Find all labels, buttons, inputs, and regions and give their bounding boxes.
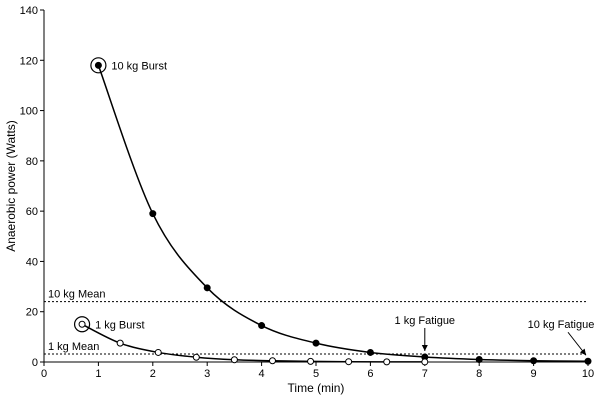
data-point <box>192 353 200 361</box>
data-point <box>307 357 315 365</box>
x-tick-label: 0 <box>41 368 47 380</box>
reference-lines: 10 kg Mean 1 kg Mean <box>44 289 588 355</box>
y-tick-label: 80 <box>26 156 38 168</box>
fatigue-arrow-head <box>421 344 428 351</box>
y-tick-label: 140 <box>20 5 38 17</box>
fatigue-arrow-head <box>579 348 586 356</box>
data-point <box>383 358 391 366</box>
data-point <box>366 348 374 356</box>
markers <box>78 61 592 366</box>
data-point <box>530 357 538 365</box>
reference-line-label: 10 kg Mean <box>48 289 105 301</box>
data-point <box>258 322 266 330</box>
x-tick-label: 3 <box>204 368 210 380</box>
x-tick-label: 8 <box>476 368 482 380</box>
y-tick-label: 100 <box>20 106 38 118</box>
series-line <box>81 323 425 363</box>
y-tick-label: 60 <box>26 206 38 218</box>
data-point <box>78 320 86 328</box>
x-tick-label: 1 <box>95 368 101 380</box>
burst-ring <box>73 316 91 333</box>
data-point <box>203 284 211 292</box>
burst-label: 10 kg Burst <box>111 60 167 72</box>
x-tick-label: 2 <box>150 368 156 380</box>
data-point <box>230 356 238 364</box>
x-tick-label: 6 <box>367 368 373 380</box>
curves <box>81 65 589 363</box>
annotations: 10 kg Burst 1 kg Burst 1 kg Fatigue 10 kg F… <box>73 57 595 356</box>
x-tick-label: 4 <box>259 368 265 380</box>
x-tick-label: 9 <box>531 368 537 380</box>
data-point <box>268 357 276 365</box>
data-point <box>154 348 162 356</box>
fatigue-label: 1 kg Fatigue <box>395 315 456 327</box>
data-point <box>345 358 353 366</box>
series-line <box>97 65 589 362</box>
x-tick-label: 5 <box>313 368 319 380</box>
data-point <box>421 358 429 366</box>
y-tick-label: 20 <box>26 307 38 319</box>
burst-ring <box>90 57 107 74</box>
x-tick-label: 10 <box>582 368 594 380</box>
y-axis-label: Anaerobic power (Watts) <box>4 120 18 252</box>
data-point <box>116 339 124 347</box>
x-axis-label: Time (min) <box>288 381 345 395</box>
fatigue-label: 10 kg Fatigue <box>528 319 595 331</box>
data-point <box>312 339 320 347</box>
y-tick-label: 120 <box>20 55 38 67</box>
y-tick-label: 0 <box>32 357 38 369</box>
data-point <box>475 355 483 363</box>
y-tick-label: 40 <box>26 256 38 268</box>
data-point <box>149 210 157 218</box>
burst-label: 1 kg Burst <box>95 319 145 331</box>
data-point <box>94 61 102 69</box>
data-point <box>584 357 592 365</box>
x-tick-label: 7 <box>422 368 428 380</box>
reference-line-label: 1 kg Mean <box>48 341 99 353</box>
